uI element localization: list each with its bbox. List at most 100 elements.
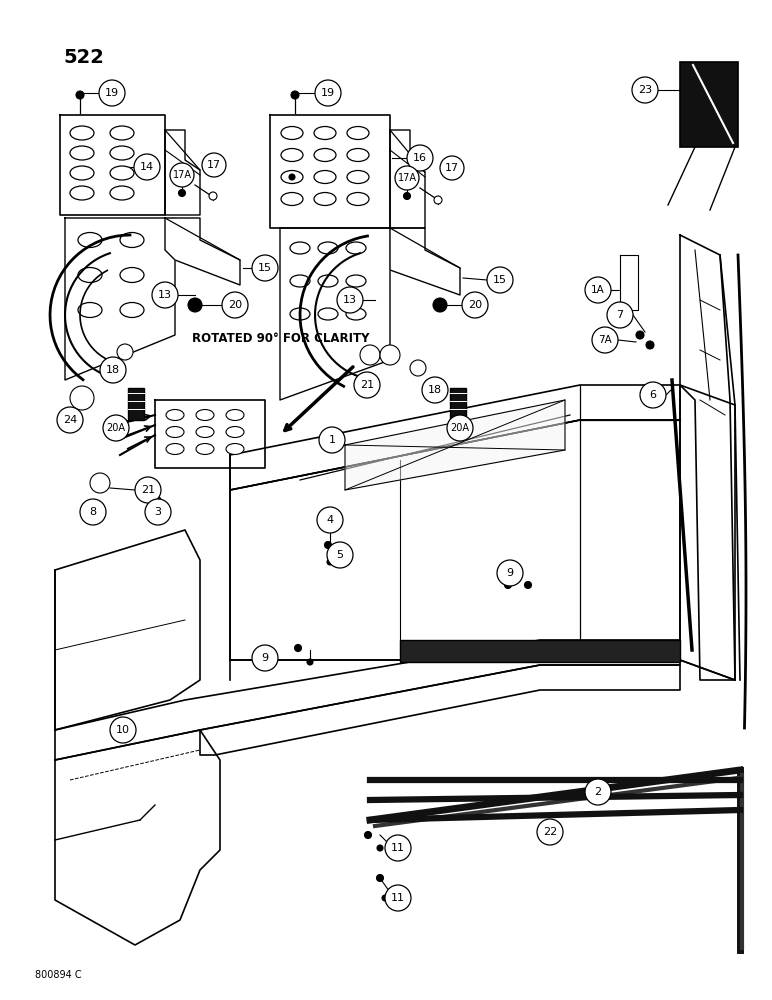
Ellipse shape xyxy=(314,148,336,161)
Ellipse shape xyxy=(166,444,184,454)
Circle shape xyxy=(422,377,448,403)
Ellipse shape xyxy=(78,232,102,247)
Text: 21: 21 xyxy=(141,485,155,495)
Ellipse shape xyxy=(314,126,336,139)
Circle shape xyxy=(497,560,523,586)
Circle shape xyxy=(377,845,383,851)
Ellipse shape xyxy=(110,146,134,160)
Text: 24: 24 xyxy=(63,415,77,425)
Ellipse shape xyxy=(166,410,184,420)
Ellipse shape xyxy=(318,242,338,254)
Ellipse shape xyxy=(78,267,102,282)
Text: 10: 10 xyxy=(116,725,130,735)
Circle shape xyxy=(327,559,333,565)
Circle shape xyxy=(134,154,160,180)
Ellipse shape xyxy=(226,444,244,454)
Text: 23: 23 xyxy=(638,85,652,95)
Circle shape xyxy=(152,282,178,308)
Text: 8: 8 xyxy=(90,507,96,517)
Polygon shape xyxy=(55,730,220,945)
Bar xyxy=(400,640,680,662)
Text: 22: 22 xyxy=(543,827,557,837)
Polygon shape xyxy=(230,385,680,490)
Ellipse shape xyxy=(281,170,303,184)
Ellipse shape xyxy=(110,186,134,200)
Text: 9: 9 xyxy=(506,568,513,578)
Circle shape xyxy=(404,192,411,200)
Ellipse shape xyxy=(110,166,134,180)
Text: 13: 13 xyxy=(158,290,172,300)
Polygon shape xyxy=(680,235,735,680)
Text: 19: 19 xyxy=(321,88,335,98)
Text: 20A: 20A xyxy=(107,423,126,433)
Circle shape xyxy=(504,582,512,588)
Ellipse shape xyxy=(281,126,303,139)
Text: 17: 17 xyxy=(207,160,221,170)
Bar xyxy=(450,388,466,420)
Circle shape xyxy=(324,542,331,548)
Ellipse shape xyxy=(110,126,134,140)
Circle shape xyxy=(487,267,513,293)
Circle shape xyxy=(632,77,658,103)
Polygon shape xyxy=(270,115,390,228)
Circle shape xyxy=(462,292,488,318)
Circle shape xyxy=(364,832,371,838)
Circle shape xyxy=(585,779,611,805)
Circle shape xyxy=(155,497,161,503)
Ellipse shape xyxy=(120,232,144,247)
Ellipse shape xyxy=(196,410,214,420)
Polygon shape xyxy=(390,228,460,295)
Polygon shape xyxy=(55,640,680,760)
Circle shape xyxy=(315,80,341,106)
Text: ROTATED 90° FOR CLARITY: ROTATED 90° FOR CLARITY xyxy=(192,332,370,344)
Text: 20A: 20A xyxy=(451,423,469,433)
Circle shape xyxy=(382,895,388,901)
Ellipse shape xyxy=(196,444,214,454)
Ellipse shape xyxy=(70,166,94,180)
Text: 522: 522 xyxy=(63,48,104,67)
Circle shape xyxy=(395,166,419,190)
Text: 17: 17 xyxy=(445,163,459,173)
Polygon shape xyxy=(345,400,565,490)
Ellipse shape xyxy=(166,426,184,438)
Polygon shape xyxy=(280,228,390,400)
Ellipse shape xyxy=(226,426,244,438)
Ellipse shape xyxy=(70,146,94,160)
Circle shape xyxy=(380,345,400,365)
Circle shape xyxy=(377,874,384,882)
Text: 6: 6 xyxy=(649,390,656,400)
Ellipse shape xyxy=(70,126,94,140)
Ellipse shape xyxy=(346,308,366,320)
Circle shape xyxy=(188,298,202,312)
Circle shape xyxy=(252,255,278,281)
Ellipse shape xyxy=(78,302,102,318)
Text: 4: 4 xyxy=(327,515,334,525)
Text: 5: 5 xyxy=(337,550,344,560)
Circle shape xyxy=(433,298,447,312)
Polygon shape xyxy=(60,115,165,215)
Text: 14: 14 xyxy=(140,162,154,172)
Circle shape xyxy=(607,302,633,328)
Text: 7: 7 xyxy=(616,310,624,320)
Circle shape xyxy=(410,360,426,376)
Text: 18: 18 xyxy=(106,365,120,375)
Ellipse shape xyxy=(318,308,338,320)
Circle shape xyxy=(317,507,343,533)
Circle shape xyxy=(447,415,473,441)
Circle shape xyxy=(407,145,433,171)
Text: 7A: 7A xyxy=(598,335,612,345)
Text: 11: 11 xyxy=(391,893,405,903)
Bar xyxy=(680,62,738,147)
Ellipse shape xyxy=(70,186,94,200)
Ellipse shape xyxy=(120,267,144,282)
Circle shape xyxy=(135,477,161,503)
Ellipse shape xyxy=(196,426,214,438)
Text: 1A: 1A xyxy=(591,285,605,295)
Circle shape xyxy=(319,427,345,453)
Circle shape xyxy=(252,645,278,671)
Polygon shape xyxy=(620,255,638,310)
Ellipse shape xyxy=(120,302,144,318)
Circle shape xyxy=(636,331,644,339)
Text: 1: 1 xyxy=(329,435,336,445)
Ellipse shape xyxy=(318,275,338,287)
